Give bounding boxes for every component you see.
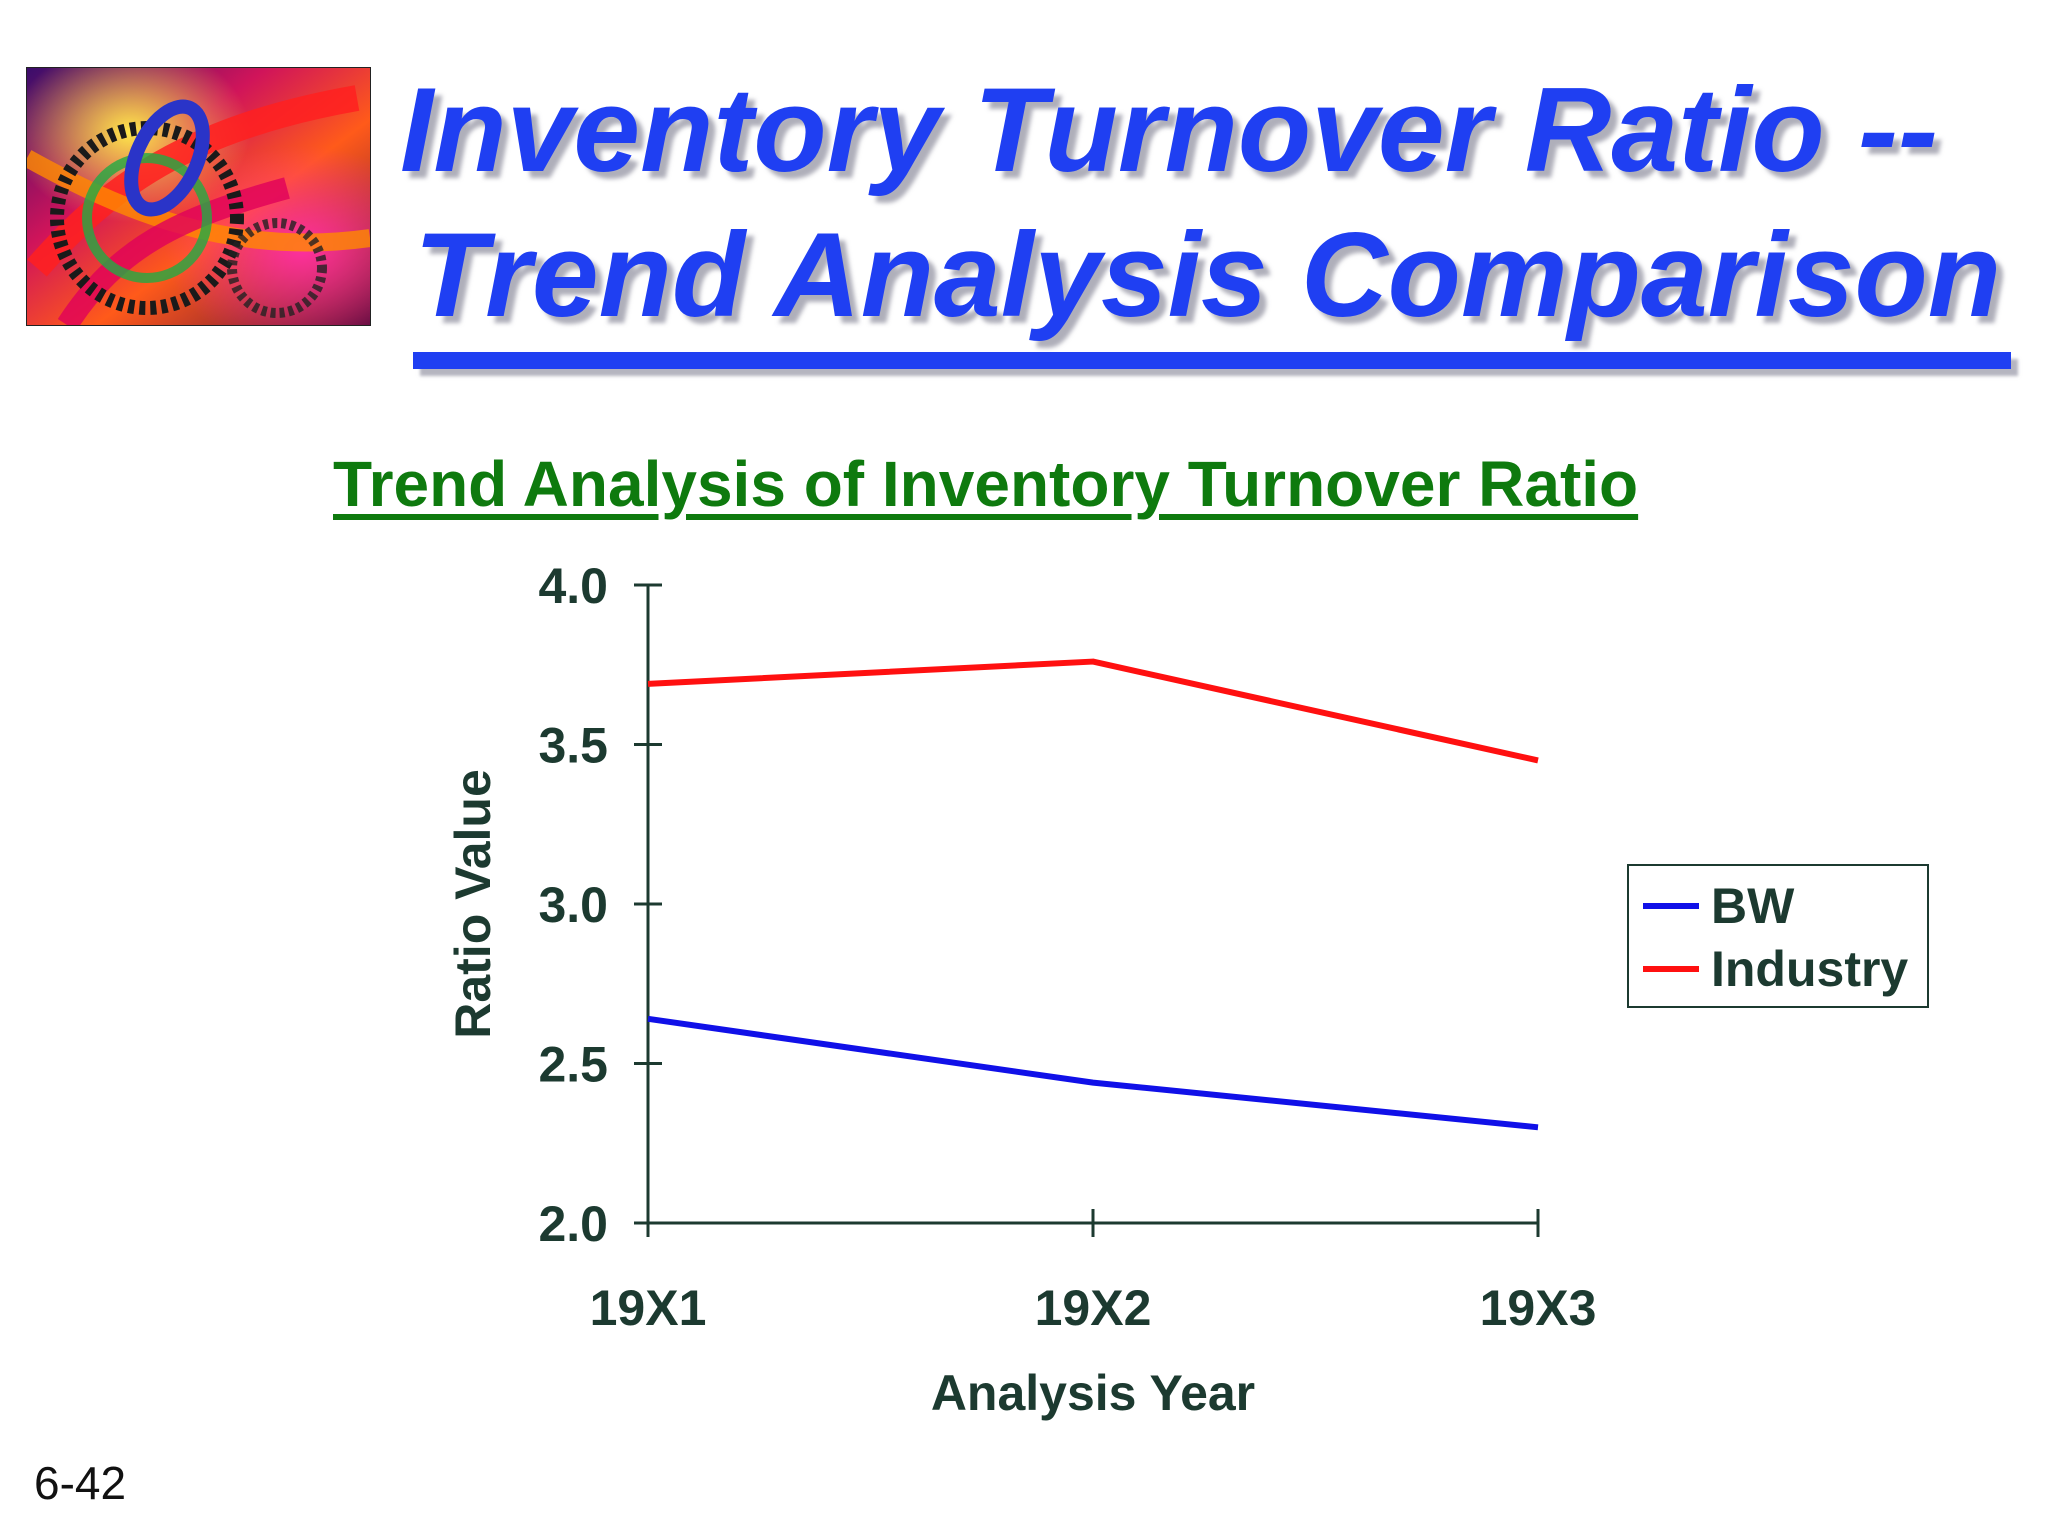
x-axis-label: Analysis Year [931, 1365, 1255, 1421]
series-line-bw [647, 1015, 1539, 1131]
chart-legend: BW Industry [1627, 864, 1929, 1008]
page-number: 6-42 [34, 1457, 127, 1509]
title-line-1: Inventory Turnover Ratio -- [400, 63, 1938, 197]
chart-axes [634, 583, 1540, 1237]
legend-label-industry: Industry [1711, 941, 1909, 997]
y-tick-label: 3.0 [538, 877, 608, 933]
y-tick-label: 2.5 [538, 1037, 608, 1093]
slide-title: Inventory Turnover Ratio -- Trend Analys… [400, 58, 2020, 348]
chart-series [647, 658, 1539, 1131]
title-underline [413, 352, 2011, 369]
legend-swatch-industry [1643, 966, 1699, 972]
y-tick-label: 2.0 [538, 1196, 608, 1252]
x-tick-label: 19X3 [1480, 1280, 1597, 1336]
series-line-industry [647, 658, 1539, 764]
legend-swatch-bw [1643, 903, 1699, 909]
legend-item-bw: BW [1643, 876, 1794, 936]
y-axis-label: Ratio Value [445, 769, 501, 1039]
title-line-2: Trend Analysis Comparison [414, 208, 2002, 342]
y-tick-label: 3.5 [538, 718, 608, 774]
abstract-gears-image [26, 67, 371, 326]
y-tick-label: 4.0 [538, 558, 608, 614]
x-tick-label: 19X2 [1035, 1280, 1152, 1336]
chart-labels: 2.0 2.5 3.0 3.5 4.0 19X1 19X2 19X3 Analysis Year… [445, 558, 1596, 1421]
abstract-gears-icon [27, 68, 370, 325]
chart-title: Trend Analysis of Inventory Turnover Rat… [333, 448, 1639, 520]
x-tick-label: 19X1 [590, 1280, 707, 1336]
legend-label-bw: BW [1711, 878, 1795, 934]
legend-item-industry: Industry [1643, 939, 1908, 999]
